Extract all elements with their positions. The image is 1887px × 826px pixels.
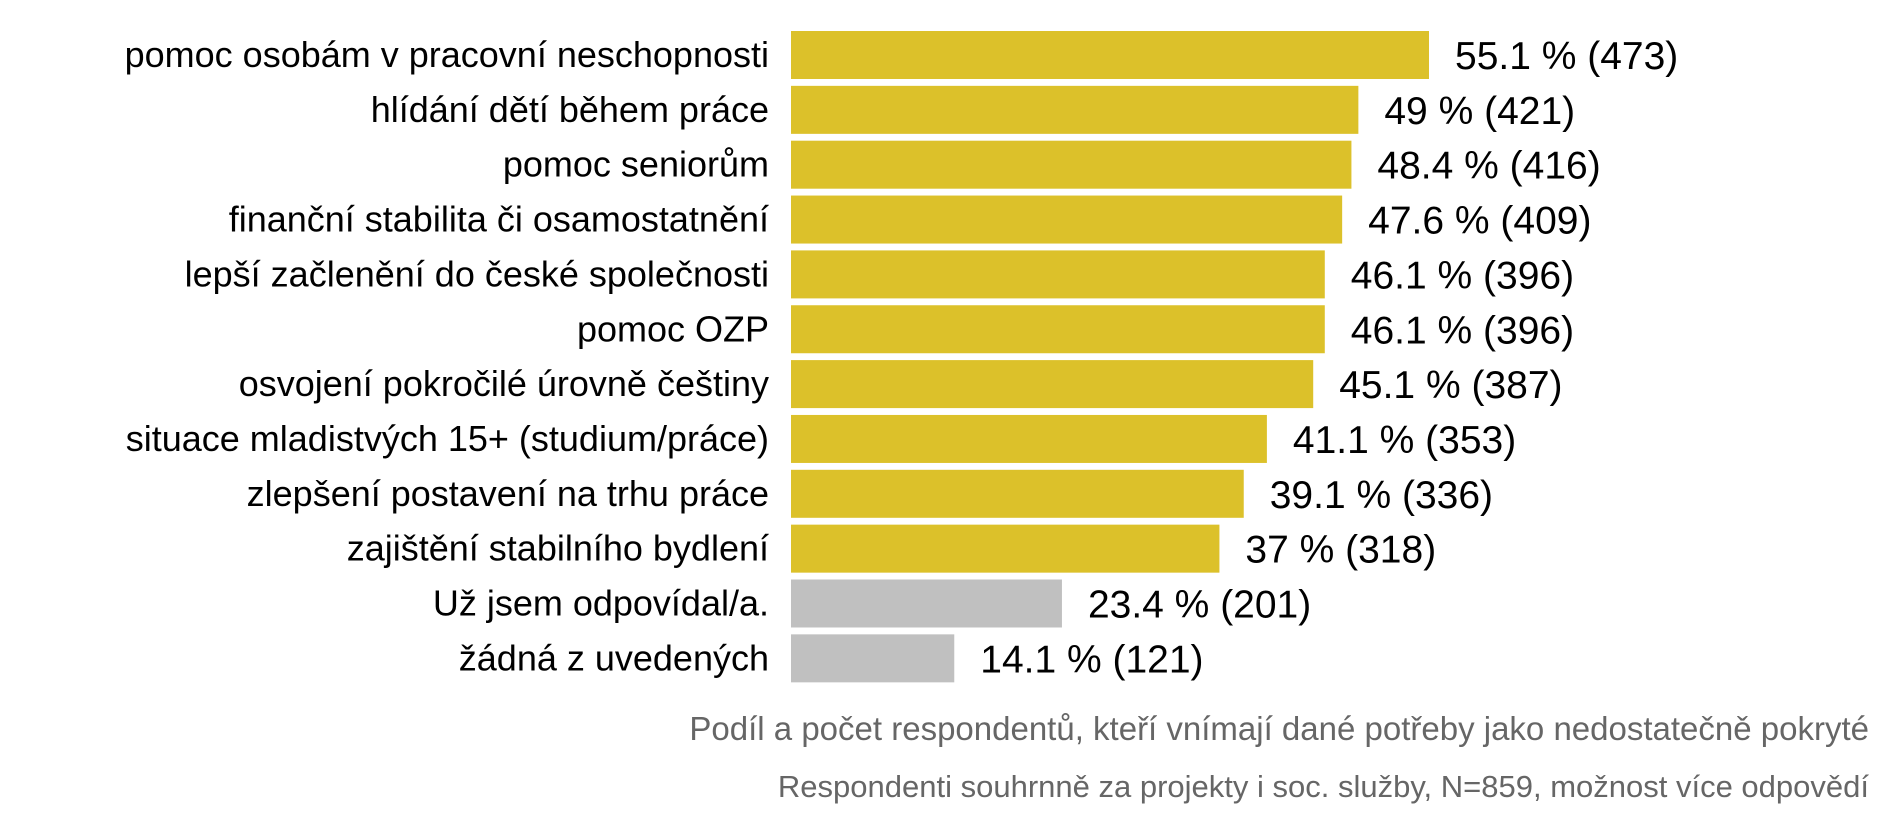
bar-row: zlepšení postavení na trhu práce 39.1 % (… <box>247 469 1493 518</box>
chart-caption-secondary: Respondenti souhrnně za projekty i soc. … <box>778 769 1869 804</box>
category-label: žádná z uvedených <box>459 637 769 678</box>
category-label: hlídání dětí během práce <box>371 89 769 130</box>
bar <box>791 360 1314 409</box>
bar <box>791 414 1267 463</box>
bar <box>791 31 1429 79</box>
bar-row: pomoc OZP 46.1 % (396) <box>577 305 1574 354</box>
bar-row: Už jsem odpovídal/a. 23.4 % (201) <box>433 579 1311 628</box>
bar-row: lepší začlenění do české společnosti 46.1… <box>185 250 1574 299</box>
bar-row: situace mladistvých 15+ (studium/práce) 4… <box>126 414 1516 463</box>
category-label: zlepšení postavení na trhu práce <box>247 473 769 514</box>
bar-row: pomoc seniorům 48.4 % (416) <box>503 140 1601 189</box>
data-label: 45.1 % (387) <box>1339 364 1562 407</box>
bar <box>791 305 1325 354</box>
bar <box>791 195 1343 244</box>
bar <box>791 579 1062 628</box>
bar <box>791 634 955 683</box>
data-label: 39.1 % (336) <box>1270 474 1493 517</box>
data-label: 48.4 % (416) <box>1377 145 1600 188</box>
data-label: 55.1 % (473) <box>1455 35 1678 78</box>
bar-row: osvojení pokročilé úrovně češtiny 45.1 % … <box>239 360 1563 409</box>
category-label: pomoc seniorům <box>503 144 769 185</box>
category-label: Už jsem odpovídal/a. <box>433 583 769 624</box>
category-label: finanční stabilita či osamostatnění <box>229 199 769 240</box>
bars-group: pomoc osobám v pracovní neschopnosti 55.1… <box>125 31 1678 683</box>
data-label: 37 % (318) <box>1245 529 1436 572</box>
bar-row: pomoc osobám v pracovní neschopnosti 55.1… <box>125 31 1678 79</box>
data-label: 14.1 % (121) <box>980 638 1203 681</box>
data-label: 41.1 % (353) <box>1293 419 1516 462</box>
bar <box>791 524 1220 573</box>
category-label: zajištění stabilního bydlení <box>347 528 769 569</box>
data-label: 47.6 % (409) <box>1368 200 1591 243</box>
category-label: pomoc OZP <box>577 308 769 349</box>
data-label: 23.4 % (201) <box>1088 584 1311 627</box>
bar-row: finanční stabilita či osamostatnění 47.6 … <box>229 195 1591 244</box>
category-label: osvojení pokročilé úrovně češtiny <box>239 363 769 404</box>
category-label: pomoc osobám v pracovní neschopnosti <box>125 34 769 75</box>
category-label: situace mladistvých 15+ (studium/práce) <box>126 418 769 459</box>
data-label: 49 % (421) <box>1384 90 1575 133</box>
bar <box>791 85 1359 134</box>
bar-row: žádná z uvedených 14.1 % (121) <box>459 634 1204 683</box>
bar-row: zajištění stabilního bydlení 37 % (318) <box>347 524 1436 573</box>
data-label: 46.1 % (396) <box>1351 254 1574 297</box>
bar <box>791 140 1352 189</box>
bar-row: hlídání dětí během práce 49 % (421) <box>371 85 1575 134</box>
bar <box>791 469 1244 518</box>
chart-caption-primary: Podíl a počet respondentů, kteří vnímají… <box>689 710 1869 747</box>
bar <box>791 250 1325 299</box>
category-label: lepší začlenění do české společnosti <box>185 253 769 294</box>
data-label: 46.1 % (396) <box>1351 309 1574 352</box>
